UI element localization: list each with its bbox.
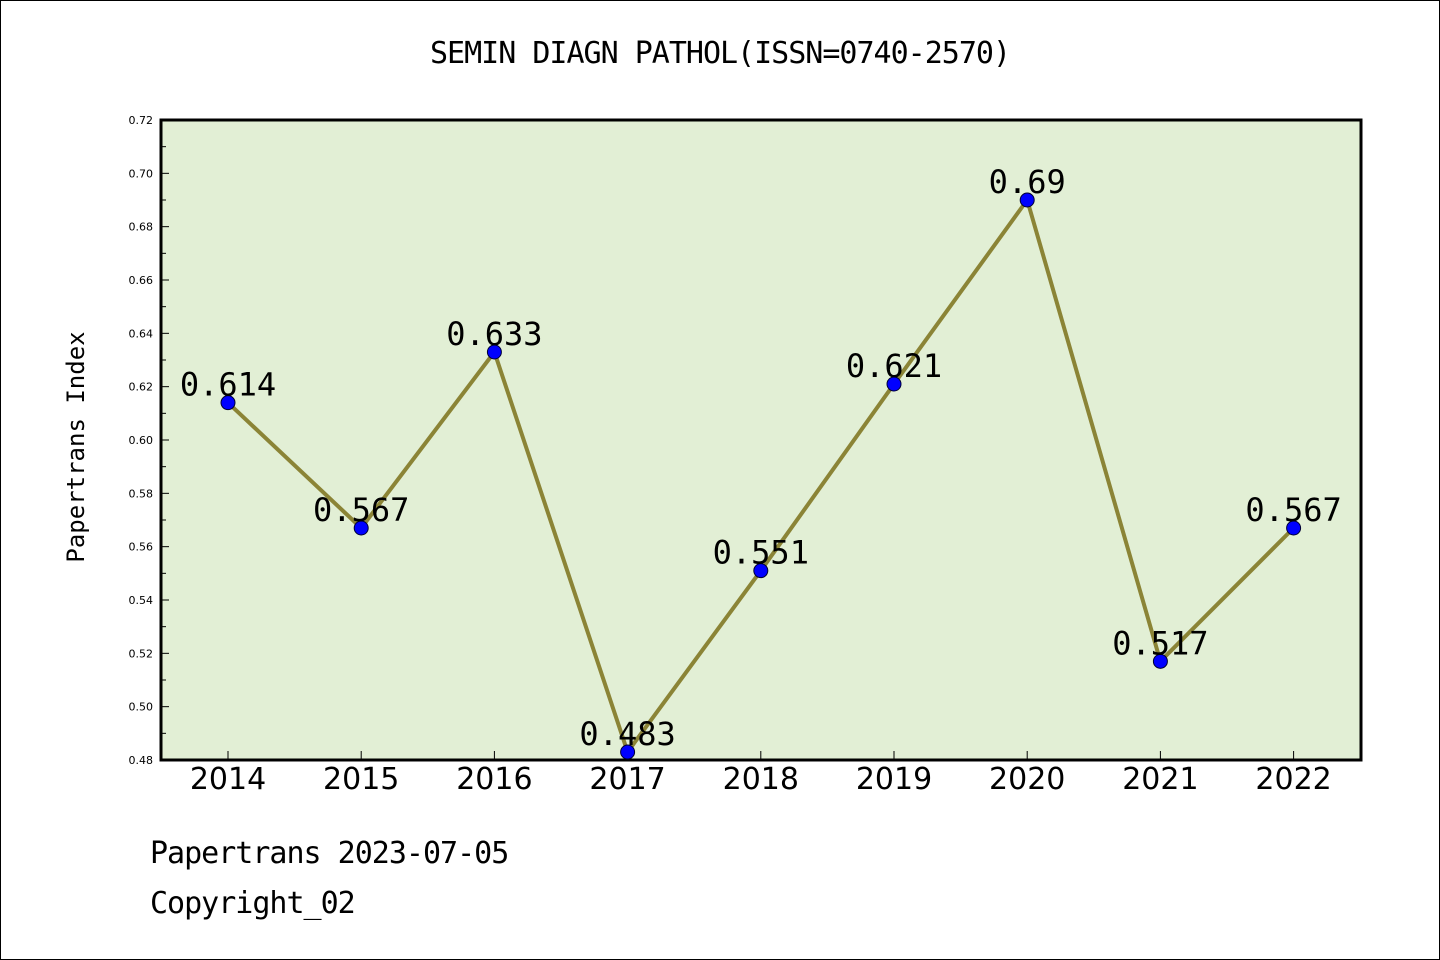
data-label: 0.633: [446, 315, 542, 353]
data-point: [1152, 653, 1168, 669]
data-point: [620, 744, 636, 760]
y-tick-label: 0.64: [129, 327, 154, 340]
data-label: 0.567: [1245, 491, 1341, 529]
y-tick-label: 0.58: [129, 487, 154, 500]
data-label: 0.69: [989, 163, 1066, 201]
data-point: [886, 376, 902, 392]
y-tick-label: 0.56: [129, 541, 154, 554]
data-labels: 0.614 0.567 0.633 0.483 0.551 0.621 0.69 0.517 0…: [180, 163, 1342, 753]
x-tick-label: 2014: [190, 762, 266, 797]
x-tick-label: 2016: [456, 762, 532, 797]
y-axis-ticks: 0.48 0.50 0.52 0.54 0.56 0.58 0.60 0.62 0.64 0.66…: [129, 114, 169, 767]
y-tick-label: 0.60: [129, 434, 154, 447]
footer-date: Papertrans 2023-07-05: [150, 836, 509, 871]
y-tick-label: 0.52: [129, 647, 154, 660]
data-point: [1019, 192, 1035, 208]
chart-title: SEMIN DIAGN PATHOL(ISSN=0740-2570): [429, 36, 1011, 71]
data-point: [1286, 520, 1302, 536]
y-tick-label: 0.48: [129, 754, 154, 767]
x-tick-label: 2019: [856, 762, 932, 797]
data-point: [353, 520, 369, 536]
data-label: 0.614: [180, 366, 276, 404]
data-point: [220, 395, 236, 411]
y-tick-label: 0.54: [129, 594, 154, 607]
x-tick-label: 2017: [589, 762, 665, 797]
footer-copyright: Copyright_02: [150, 886, 356, 921]
y-tick-label: 0.62: [129, 381, 154, 394]
data-label: 0.567: [313, 491, 409, 529]
data-label: 0.551: [713, 534, 809, 572]
x-axis-ticks: 2014 2015 2016 2017 2018 2019 2020 2021 2022: [190, 751, 1332, 797]
x-tick-label: 2015: [323, 762, 399, 797]
y-tick-label: 0.72: [129, 114, 154, 127]
data-markers: [220, 192, 1302, 760]
data-label: 0.483: [579, 715, 675, 753]
data-label: 0.621: [846, 347, 942, 385]
y-tick-label: 0.68: [129, 221, 154, 234]
y-tick-label: 0.70: [129, 167, 154, 180]
data-point: [753, 563, 769, 579]
data-label: 0.517: [1112, 624, 1208, 662]
x-tick-label: 2021: [1122, 762, 1198, 797]
plot-area: [159, 118, 1363, 762]
x-tick-label: 2020: [989, 762, 1065, 797]
x-tick-label: 2018: [723, 762, 799, 797]
y-tick-label: 0.66: [129, 274, 154, 287]
x-tick-label: 2022: [1255, 762, 1331, 797]
y-tick-label: 0.50: [129, 701, 154, 714]
data-point: [486, 344, 502, 360]
